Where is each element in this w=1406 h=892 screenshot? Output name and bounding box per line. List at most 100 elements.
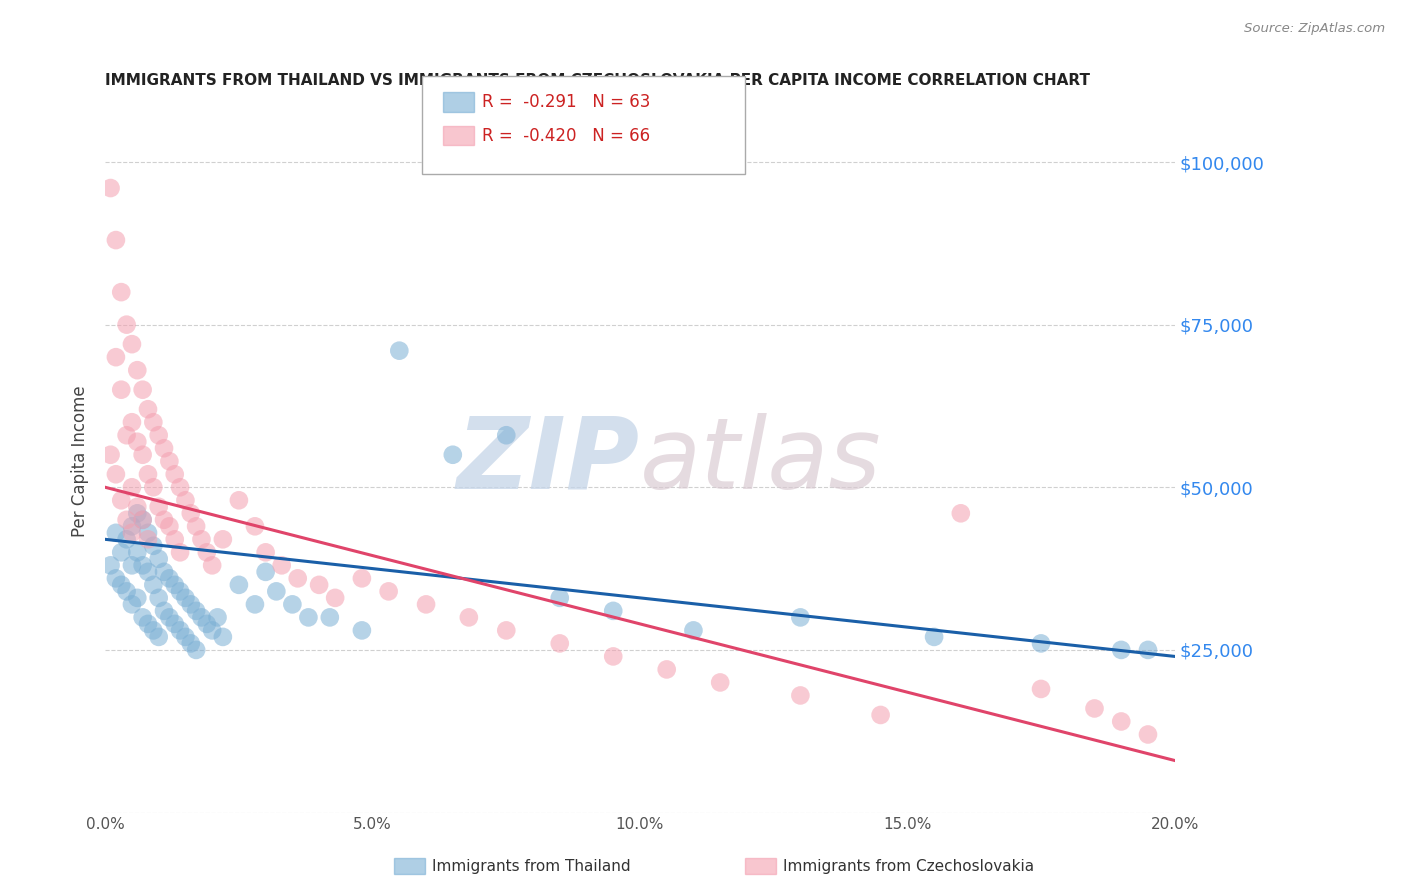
Point	[153, 565, 176, 579]
Point	[169, 584, 191, 599]
Point	[602, 604, 624, 618]
Point	[266, 584, 288, 599]
Point	[127, 434, 149, 449]
Point	[121, 480, 143, 494]
Point	[131, 448, 153, 462]
Point	[110, 578, 132, 592]
Point	[174, 591, 197, 605]
Point	[789, 689, 811, 703]
Point	[121, 598, 143, 612]
Point	[142, 539, 165, 553]
Point	[184, 604, 207, 618]
Point	[655, 662, 678, 676]
Point	[148, 630, 170, 644]
Point	[100, 448, 122, 462]
Point	[148, 428, 170, 442]
Point	[157, 610, 180, 624]
Point	[142, 578, 165, 592]
Point	[350, 624, 373, 638]
Point	[148, 500, 170, 514]
Point	[180, 598, 202, 612]
Point	[184, 643, 207, 657]
Point	[136, 616, 159, 631]
Point	[212, 630, 235, 644]
Point	[148, 591, 170, 605]
Point	[163, 533, 186, 547]
Point	[174, 493, 197, 508]
Point	[1136, 643, 1159, 657]
Point	[163, 467, 186, 482]
Point	[142, 480, 165, 494]
Point	[100, 181, 122, 195]
Point	[136, 533, 159, 547]
Point	[121, 558, 143, 573]
Point	[104, 233, 127, 247]
Point	[201, 624, 224, 638]
Point	[207, 610, 229, 624]
Point	[350, 571, 373, 585]
Text: R =  -0.420   N = 66: R = -0.420 N = 66	[482, 127, 651, 145]
Point	[169, 624, 191, 638]
Point	[441, 448, 464, 462]
Point	[131, 513, 153, 527]
Point	[495, 624, 517, 638]
Point	[121, 337, 143, 351]
Point	[1029, 681, 1052, 696]
Point	[104, 467, 127, 482]
Point	[115, 533, 138, 547]
Point	[100, 558, 122, 573]
Point	[110, 383, 132, 397]
Point	[163, 616, 186, 631]
Point	[270, 558, 292, 573]
Point	[142, 415, 165, 429]
Point	[121, 525, 143, 540]
Point	[323, 591, 346, 605]
Point	[121, 415, 143, 429]
Point	[110, 285, 132, 299]
Point	[254, 565, 277, 579]
Point	[195, 545, 218, 559]
Point	[142, 624, 165, 638]
Point	[169, 545, 191, 559]
Point	[228, 493, 250, 508]
Point	[709, 675, 731, 690]
Point	[136, 402, 159, 417]
Point	[195, 616, 218, 631]
Point	[281, 598, 304, 612]
Y-axis label: Per Capita Income: Per Capita Income	[72, 385, 89, 537]
Point	[153, 513, 176, 527]
Point	[682, 624, 704, 638]
Point	[104, 525, 127, 540]
Point	[121, 519, 143, 533]
Point	[190, 533, 212, 547]
Point	[922, 630, 945, 644]
Point	[157, 571, 180, 585]
Point	[212, 533, 235, 547]
Text: Source: ZipAtlas.com: Source: ZipAtlas.com	[1244, 22, 1385, 36]
Text: Immigrants from Czechoslovakia: Immigrants from Czechoslovakia	[783, 859, 1035, 873]
Point	[115, 584, 138, 599]
Text: ZIP: ZIP	[457, 413, 640, 509]
Point	[201, 558, 224, 573]
Point	[548, 636, 571, 650]
Point	[104, 571, 127, 585]
Point	[243, 598, 266, 612]
Point	[1109, 714, 1132, 729]
Text: atlas: atlas	[640, 413, 882, 509]
Point	[104, 350, 127, 364]
Text: IMMIGRANTS FROM THAILAND VS IMMIGRANTS FROM CZECHOSLOVAKIA PER CAPITA INCOME COR: IMMIGRANTS FROM THAILAND VS IMMIGRANTS F…	[105, 73, 1090, 88]
Point	[127, 545, 149, 559]
Point	[602, 649, 624, 664]
Point	[1083, 701, 1105, 715]
Point	[287, 571, 309, 585]
Point	[110, 545, 132, 559]
Point	[319, 610, 342, 624]
Point	[115, 428, 138, 442]
Point	[127, 363, 149, 377]
Point	[180, 506, 202, 520]
Point	[297, 610, 319, 624]
Point	[457, 610, 479, 624]
Point	[180, 636, 202, 650]
Point	[127, 506, 149, 520]
Point	[548, 591, 571, 605]
